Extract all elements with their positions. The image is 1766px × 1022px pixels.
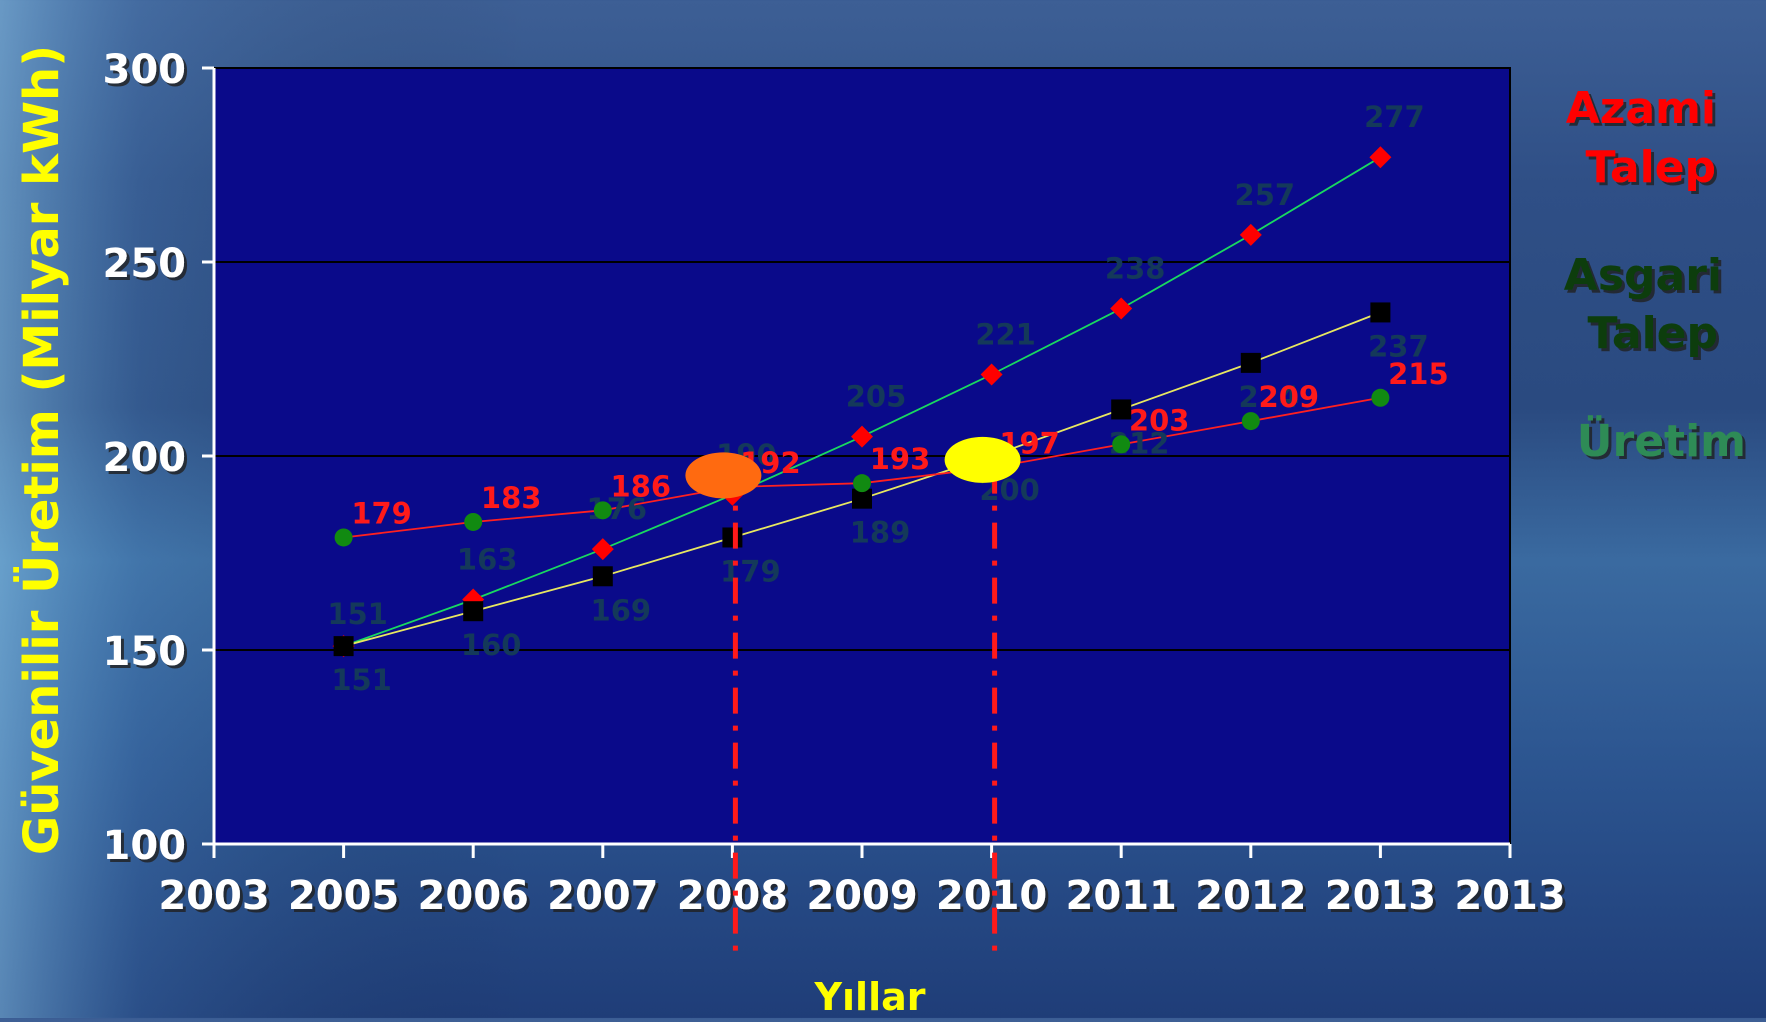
y-tick-label: 250 bbox=[103, 241, 187, 287]
data-label: 237 bbox=[1368, 329, 1429, 363]
axes: 100 150 200 250 300 2003 2005 2006 2007 2008 2009 2… bbox=[103, 47, 1566, 919]
legend-azami-line2: Talep bbox=[1586, 142, 1716, 193]
legend-azami-line1: Azami bbox=[1566, 83, 1716, 134]
annotations bbox=[685, 436, 1021, 956]
x-tick-label: 2013 bbox=[1454, 873, 1565, 919]
data-label: 209 bbox=[1259, 380, 1320, 414]
data-label: 151 bbox=[331, 663, 392, 697]
data-point-square bbox=[592, 566, 613, 587]
data-label: 160 bbox=[461, 628, 522, 662]
gridlines bbox=[214, 261, 1510, 651]
data-point-diamond bbox=[591, 538, 614, 561]
data-label: 169 bbox=[591, 593, 652, 627]
x-axis-title: Yıllar bbox=[814, 975, 926, 1018]
data-point-diamond bbox=[851, 425, 873, 448]
data-label: 151 bbox=[327, 597, 388, 631]
x-tick-label: 2009 bbox=[806, 873, 917, 919]
data-point-diamond bbox=[1239, 223, 1262, 246]
data-point-square bbox=[1370, 302, 1391, 323]
annotation-ellipse bbox=[685, 452, 762, 499]
data-point-circle bbox=[1371, 388, 1390, 407]
legend-asgari-line2: Talep bbox=[1588, 308, 1718, 359]
x-tick-label: 2010 bbox=[936, 873, 1047, 919]
y-axis-title: Güvenilir Üretim (Milyar kWh) bbox=[13, 45, 70, 855]
x-tick-label: 2008 bbox=[677, 873, 788, 919]
data-point-square bbox=[463, 601, 484, 622]
y-tick-label: 150 bbox=[103, 629, 187, 675]
data-label: 257 bbox=[1235, 178, 1296, 212]
x-tick-label: 2007 bbox=[547, 873, 658, 919]
data-label: 205 bbox=[846, 380, 907, 414]
y-tick-label: 200 bbox=[103, 435, 187, 481]
annotation-ellipse bbox=[944, 436, 1021, 483]
data-label: 183 bbox=[481, 481, 542, 515]
x-tick-label: 2012 bbox=[1195, 873, 1306, 919]
data-label: 179 bbox=[720, 554, 781, 588]
y-tick-label: 100 bbox=[103, 823, 187, 869]
data-label: 179 bbox=[351, 496, 412, 530]
data-point-square bbox=[852, 488, 872, 509]
data-labels: 1511631761902052212382572771511601691791… bbox=[327, 100, 1448, 697]
data-label: 193 bbox=[870, 442, 931, 476]
data-point-circle bbox=[334, 528, 353, 547]
data-point-square bbox=[722, 527, 743, 548]
data-point-diamond bbox=[1369, 146, 1392, 169]
data-label: 221 bbox=[975, 318, 1036, 352]
x-tick-label: 2005 bbox=[288, 873, 399, 919]
x-tick-label: 2013 bbox=[1325, 873, 1436, 919]
data-point-square bbox=[1111, 399, 1132, 420]
data-label: 203 bbox=[1129, 403, 1190, 437]
x-tick-label: 2011 bbox=[1066, 873, 1177, 919]
data-point-circle bbox=[1241, 412, 1260, 431]
data-label: 224 bbox=[1239, 380, 1300, 414]
data-label: 238 bbox=[1105, 252, 1166, 286]
data-point-diamond bbox=[980, 363, 1003, 386]
data-point-circle bbox=[1112, 435, 1131, 454]
series-markers bbox=[332, 146, 1392, 658]
data-label: 277 bbox=[1364, 100, 1425, 134]
data-point-square bbox=[1240, 352, 1261, 373]
y-tick-label: 300 bbox=[103, 47, 187, 93]
x-tick-label: 2003 bbox=[158, 873, 269, 919]
data-label: 186 bbox=[611, 469, 672, 503]
data-point-circle bbox=[464, 512, 483, 531]
data-point-circle bbox=[853, 474, 871, 493]
legend-asgari-line1: Asgari bbox=[1564, 250, 1722, 301]
data-point-circle bbox=[593, 501, 612, 520]
data-label: 163 bbox=[457, 543, 518, 577]
x-tick-label: 2006 bbox=[418, 873, 529, 919]
data-point-square bbox=[333, 636, 354, 657]
data-label: 215 bbox=[1388, 357, 1449, 391]
legend: Azami Talep Asgari Talep Üretim bbox=[1564, 83, 1746, 467]
data-label: 189 bbox=[850, 516, 911, 550]
legend-uretim: Üretim bbox=[1577, 414, 1746, 467]
data-point-diamond bbox=[1110, 297, 1133, 320]
